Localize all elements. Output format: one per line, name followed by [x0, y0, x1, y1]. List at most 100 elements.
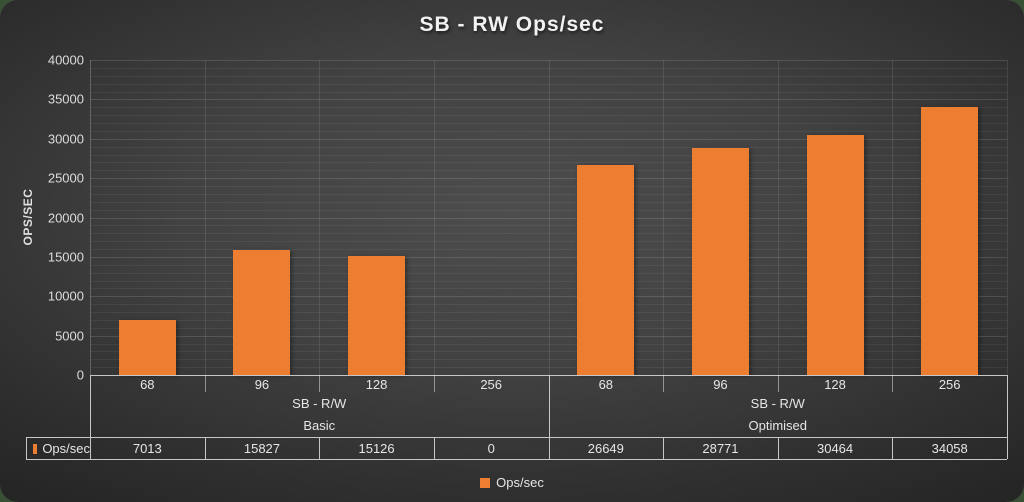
- gridline-horizontal: [90, 351, 1007, 353]
- legend: Ops/sec: [0, 475, 1024, 490]
- value-cell: 15827: [243, 441, 281, 456]
- category-label: 96: [254, 376, 270, 392]
- group-label: SB - R/W: [292, 395, 347, 411]
- gridline-horizontal: [90, 272, 1007, 274]
- gridline-horizontal: [90, 359, 1007, 361]
- bar-opssec-68: [577, 165, 635, 375]
- value-cell-divider: [319, 437, 321, 459]
- category-separator-tick: [204, 375, 206, 392]
- gridline-vertical: [319, 60, 321, 375]
- table-row-header: Ops/sec: [27, 438, 90, 459]
- table-header-left-border: [26, 437, 27, 459]
- y-axis-tick-label: 20000: [47, 210, 84, 225]
- category-separator-tick: [777, 375, 779, 392]
- gridline-horizontal: [90, 233, 1007, 235]
- gridline-horizontal: [90, 296, 1007, 298]
- chart-title: SB - RW Ops/sec: [419, 13, 605, 36]
- gridline-horizontal: [90, 280, 1007, 282]
- gridline-horizontal: [90, 115, 1007, 117]
- gridline-horizontal: [90, 335, 1007, 337]
- row-header-label: Ops/sec: [42, 441, 90, 456]
- category-separator-tick: [892, 375, 894, 392]
- table-group-divider: [548, 375, 550, 459]
- y-axis-tick-label: 30000: [47, 131, 84, 147]
- value-cell: 7013: [132, 441, 162, 456]
- y-axis-tick-label: 40000: [47, 52, 84, 68]
- category-separator-tick: [319, 375, 321, 392]
- value-cell-divider: [777, 437, 779, 459]
- gridline-horizontal: [90, 249, 1007, 250]
- gridline-horizontal: [90, 170, 1007, 172]
- gridline-horizontal: [90, 83, 1007, 85]
- gridline-horizontal: [90, 241, 1007, 243]
- gridline-horizontal: [90, 209, 1007, 211]
- bar-opssec-68: [118, 319, 176, 375]
- gridline-vertical: [892, 60, 894, 375]
- category-label: 128: [824, 376, 846, 392]
- value-cell-divider: [204, 437, 206, 459]
- gridline-horizontal: [90, 75, 1007, 77]
- gridline-horizontal: [90, 201, 1007, 203]
- bar-opssec-256: [921, 106, 979, 375]
- bar-opssec-128: [348, 255, 406, 375]
- gridline-horizontal: [90, 264, 1007, 266]
- value-cell: 26649: [587, 441, 624, 456]
- group-sublabel: Optimised: [748, 418, 808, 433]
- value-cell: 34058: [931, 441, 968, 456]
- gridline-vertical: [548, 60, 550, 375]
- legend-label: Ops/sec: [496, 475, 544, 490]
- table-bottom-border: [26, 459, 1007, 460]
- gridline-horizontal: [90, 67, 1007, 69]
- category-label: 256: [938, 376, 961, 392]
- value-cell-divider: [663, 437, 665, 459]
- gridline-horizontal: [90, 312, 1007, 313]
- legend-swatch-icon: [480, 477, 491, 488]
- value-cell-divider: [433, 437, 435, 459]
- bar-opssec-96: [233, 250, 291, 375]
- category-label: 128: [365, 376, 388, 392]
- category-label: 68: [140, 376, 155, 392]
- gridline-horizontal: [90, 319, 1007, 321]
- gridline-horizontal: [90, 178, 1007, 180]
- gridline-horizontal: [90, 154, 1007, 156]
- bar-opssec-128: [806, 135, 864, 375]
- y-axis-tick-label: 0: [76, 367, 84, 383]
- gridline-horizontal: [90, 60, 1007, 61]
- group-sublabel: Basic: [303, 418, 336, 433]
- gridline-horizontal: [90, 186, 1007, 187]
- gridline-horizontal: [90, 146, 1007, 148]
- y-axis-line: [90, 60, 91, 375]
- table-mid-border: [26, 437, 1007, 438]
- value-cell: 15126: [358, 441, 395, 456]
- value-cell: 30464: [816, 441, 854, 456]
- gridline-horizontal: [90, 162, 1007, 164]
- gridline-vertical: [433, 60, 435, 375]
- gridline-vertical: [204, 60, 206, 375]
- category-label: 68: [598, 376, 614, 392]
- gridline-horizontal: [90, 217, 1007, 219]
- bar-opssec-96: [691, 148, 749, 375]
- gridline-horizontal: [90, 288, 1007, 290]
- category-separator-tick: [433, 375, 435, 392]
- gridline-horizontal: [90, 225, 1007, 227]
- gridline-horizontal: [90, 107, 1007, 109]
- category-label: 256: [480, 376, 503, 392]
- gridline-horizontal: [90, 123, 1007, 124]
- group-label: SB - R/W: [750, 395, 805, 411]
- y-axis-tick-label: 35000: [47, 91, 84, 107]
- gridline-horizontal: [90, 304, 1007, 306]
- gridline-horizontal: [90, 99, 1007, 101]
- row-header-swatch-icon: [33, 443, 38, 454]
- y-axis-tick-label: 15000: [47, 249, 84, 265]
- gridline-vertical: [777, 60, 779, 375]
- y-axis-tick-label: 10000: [47, 288, 84, 304]
- table-left-border: [90, 375, 91, 459]
- gridline-vertical: [663, 60, 665, 375]
- gridline-horizontal: [90, 327, 1007, 329]
- category-label: 96: [713, 376, 728, 392]
- y-axis-tick-label: 25000: [47, 170, 84, 186]
- value-cell: 28771: [702, 441, 739, 456]
- value-cell-divider: [892, 437, 894, 459]
- gridline-horizontal: [90, 138, 1007, 140]
